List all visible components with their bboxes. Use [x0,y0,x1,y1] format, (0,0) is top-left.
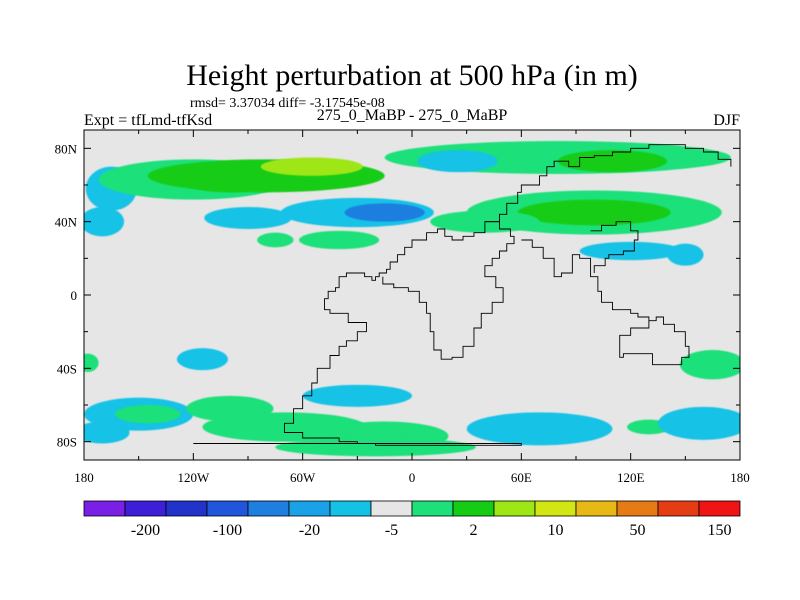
colorbar: -200 -100 -20 -5 2 10 50 150 [83,500,741,539]
x-tick-label: 180 [730,470,750,485]
colorbar-label: 50 [630,522,646,539]
colorbar-label: -5 [385,522,398,539]
colorbar-swatch-4 [247,500,290,517]
colorbar-label: 150 [708,522,732,539]
colorbar-swatch-7 [370,500,413,517]
center-label: 275_0_MaBP - 275_0_MaBP [317,107,508,124]
chart-subtitle: rmsd= 3.37034 diff= -3.17545e-08 [190,96,385,111]
colorbar-swatch-3 [206,500,249,517]
x-tick-label: 120E [617,470,645,485]
axis-ticks: 180 120W 60W 0 60E 120E 180 80N 40N 0 40S 80S [55,130,750,485]
colorbar-swatch-13 [616,500,659,517]
colorbar-swatch-8 [411,500,454,517]
colorbar-swatch-11 [534,500,577,517]
colorbar-label: -200 [131,522,160,539]
y-tick-label: 80N [55,141,78,156]
contour-region-30 [679,350,740,380]
colorbar-swatch-9 [452,500,495,517]
colorbar-label: -20 [299,522,320,539]
colorbar-swatch-0 [83,500,126,517]
x-tick-label: 120W [177,470,210,485]
colorbar-swatch-2 [165,500,208,517]
left-label: Expt = tfLmd-tfKsd [84,112,212,129]
coastline-0 [193,144,732,446]
colorbar-swatch-14 [657,500,700,517]
right-label: DJF [713,112,740,129]
contour-region-23 [114,405,181,424]
contour-region-4 [260,157,363,176]
coastline-3 [590,221,639,273]
contour-region-28 [466,412,613,446]
colorbar-label: 2 [470,522,478,539]
contour-region-20 [84,353,99,372]
colorbar-swatch-5 [288,500,331,517]
colorbar-swatch-15 [698,500,741,517]
contour-region-8 [257,232,294,248]
y-tick-label: 80S [57,435,77,450]
contour-region-31 [658,406,740,440]
x-tick-label: 60E [511,470,532,485]
contour-region-25 [302,384,413,407]
coastline-2 [521,239,690,366]
x-tick-label: 180 [74,470,94,485]
y-tick-label: 40S [57,361,77,376]
colorbar-swatch-12 [575,500,618,517]
contour-region-14 [517,199,671,226]
contour-region-19 [176,348,228,371]
contour-region-7 [204,207,292,229]
contour-region-11 [557,150,668,173]
contour-region-27 [275,438,476,457]
coastline-1 [382,221,515,360]
contour-region-32 [84,421,130,444]
contour-region-17 [667,243,704,266]
contour-region-18 [84,207,125,237]
contour-region-9 [299,230,380,250]
colorbar-swatch-10 [493,500,536,517]
x-tick-label: 60W [290,470,316,485]
y-tick-label: 0 [71,288,78,303]
contour-region-6 [344,203,425,222]
colorbar-swatch-6 [329,500,372,517]
colorbar-label: 10 [548,522,564,539]
x-tick-label: 0 [409,470,416,485]
contour-region-12 [417,150,498,173]
map-plot: 180 120W 60W 0 60E 120E 180 80N 40N 0 40S 80S [55,129,750,485]
colorbar-label: -100 [213,522,242,539]
colorbar-swatch-1 [124,500,167,517]
coastline-layer [193,144,732,446]
y-tick-label: 40N [55,215,78,230]
chart-title: Height perturbation at 500 hPa (in m) [186,59,638,92]
